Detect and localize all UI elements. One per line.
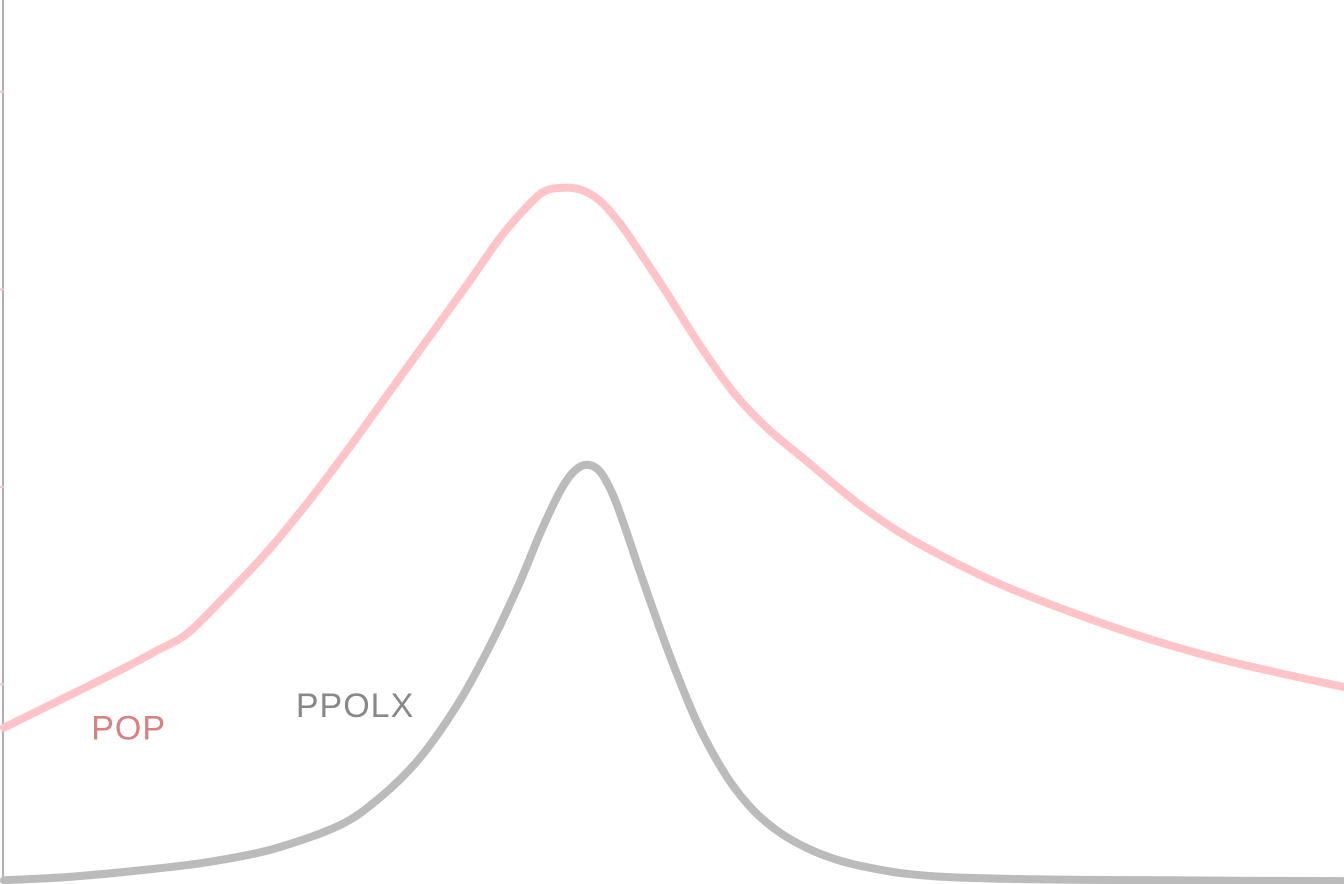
series-lines	[0, 183, 1344, 884]
series-label-pop: POP	[91, 709, 166, 747]
series-line-pop	[0, 183, 1344, 732]
axes	[0, 0, 4, 884]
series-labels: POP PPOLX	[91, 687, 414, 747]
series-label-ppolx: PPOLX	[296, 687, 414, 725]
series-line-ppolx	[0, 460, 1344, 884]
